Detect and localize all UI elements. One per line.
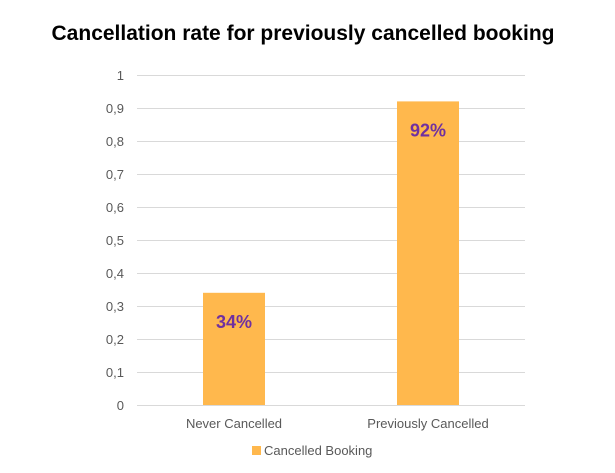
x-axis-category-labels: Never Cancelled Previously Cancelled <box>186 416 489 431</box>
y-tick-label: 0,9 <box>106 101 124 116</box>
legend-swatch <box>252 446 261 455</box>
bar <box>397 101 459 406</box>
y-tick-label: 0,3 <box>106 299 124 314</box>
y-tick-label: 0,4 <box>106 266 124 281</box>
chart-title: Cancellation rate for previously cancell… <box>52 22 555 45</box>
bar <box>203 292 265 405</box>
y-tick-label: 0,2 <box>106 332 124 347</box>
y-tick-label: 0 <box>117 398 124 413</box>
data-labels: 34% 92% <box>216 120 446 331</box>
x-category-label: Never Cancelled <box>186 416 282 431</box>
y-tick-label: 0,1 <box>106 365 124 380</box>
x-category-label: Previously Cancelled <box>367 416 488 431</box>
y-axis-tick-labels: 0 0,1 0,2 0,3 0,4 0,5 0,6 0,7 0,8 0,9 1 <box>106 68 124 413</box>
legend-label: Cancelled Booking <box>264 443 372 458</box>
y-tick-label: 0,6 <box>106 200 124 215</box>
bar-data-label: 92% <box>410 120 446 140</box>
y-tick-label: 0,8 <box>106 134 124 149</box>
y-tick-label: 0,7 <box>106 167 124 182</box>
y-tick-label: 1 <box>117 68 124 83</box>
gridlines <box>137 75 525 406</box>
y-tick-label: 0,5 <box>106 233 124 248</box>
legend: Cancelled Booking <box>252 443 372 458</box>
bar-data-label: 34% <box>216 312 252 332</box>
bars <box>203 101 459 406</box>
